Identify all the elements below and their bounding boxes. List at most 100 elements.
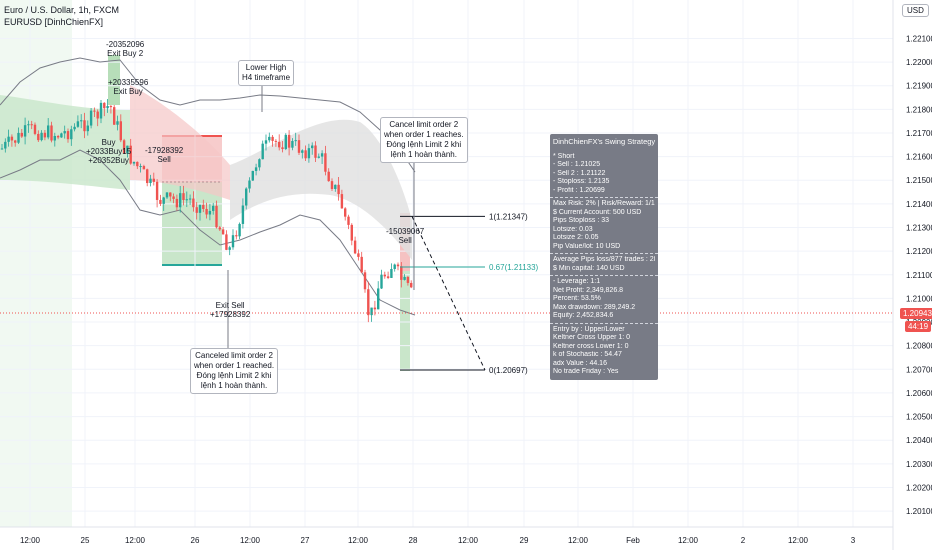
candle-body <box>185 199 188 201</box>
candle-body <box>175 198 179 208</box>
candle-body <box>231 235 235 248</box>
candle-body <box>182 193 185 200</box>
candle-body <box>50 125 53 141</box>
candle-body <box>192 198 195 208</box>
candle-body <box>370 307 373 316</box>
buy-label: Buy +2033Buy15 +20352Buy <box>86 138 132 165</box>
candle-body <box>274 140 278 142</box>
x-tick-label: 3 <box>851 536 856 545</box>
candle-body <box>132 161 136 164</box>
x-tick-label: 12:00 <box>20 536 41 545</box>
cancel-note-top[interactable]: Cancel limit order 2 when order 1 reaches… <box>380 117 468 163</box>
lower-high-note[interactable]: Lower High H4 timeframe <box>238 60 295 86</box>
candle-body <box>10 136 14 141</box>
x-tick-label: 12:00 <box>458 536 479 545</box>
candle-body <box>142 166 146 170</box>
candle-body <box>159 199 162 204</box>
x-tick-label: 26 <box>191 536 200 545</box>
candle-body <box>311 145 314 149</box>
candle-body <box>7 136 10 142</box>
candle-body <box>70 129 73 140</box>
candle-body <box>155 181 159 200</box>
candle-body <box>400 266 403 280</box>
bearish-cloud <box>130 85 230 200</box>
candle-body <box>40 132 43 141</box>
candle-body <box>83 120 86 132</box>
y-tick-label: 1.22100 <box>906 34 932 43</box>
candle-body <box>281 147 284 150</box>
candle-body <box>317 156 320 158</box>
currency-button[interactable]: USD <box>902 4 929 17</box>
y-tick-label: 1.21200 <box>906 247 932 256</box>
candle-body <box>221 229 225 235</box>
x-tick-label: Feb <box>626 536 640 545</box>
y-tick-label: 1.20600 <box>906 389 932 398</box>
candle-body <box>172 196 175 199</box>
indicator-name[interactable]: EURUSD [DinhChienFX] <box>4 17 104 27</box>
candle-body <box>202 204 205 209</box>
cancel-note-bottom[interactable]: Canceled limit order 2 when order 1 reach… <box>190 348 279 394</box>
y-tick-label: 1.20700 <box>906 365 932 374</box>
exit-buy-label: +20335596 Exit Buy <box>108 78 149 96</box>
candle-body <box>357 253 360 257</box>
x-tick-label: 29 <box>520 536 529 545</box>
strategy-panel: DinhChienFX's Swing Strategy * Short - S… <box>550 134 658 380</box>
candle-body <box>218 227 221 230</box>
candle-body <box>165 192 169 198</box>
candle-body <box>179 193 182 208</box>
candle-body <box>188 198 192 200</box>
candle-body <box>301 150 304 153</box>
candle-body <box>20 132 23 137</box>
candle-body <box>261 143 264 160</box>
candle-body <box>337 184 340 195</box>
candle-body <box>291 140 294 148</box>
symbol-title: Euro / U.S. Dollar, 1h, FXCM <box>4 5 120 15</box>
candle-body <box>410 282 413 288</box>
candle-body <box>324 153 327 172</box>
candle-body <box>162 197 165 204</box>
candle-body <box>136 161 139 167</box>
candle-body <box>330 181 334 189</box>
level-label: 0(1.20697) <box>489 366 528 375</box>
candle-body <box>146 169 149 184</box>
x-tick-label: 12:00 <box>788 536 809 545</box>
candle-body <box>245 188 248 206</box>
x-tick-label: 12:00 <box>348 536 369 545</box>
candle-body <box>33 124 37 134</box>
candle-body <box>93 110 96 112</box>
y-tick-label: 1.20200 <box>906 483 932 492</box>
candle-body <box>377 288 380 310</box>
candle-body <box>73 126 76 130</box>
panel-title: DinhChienFX's Swing Strategy <box>552 137 656 146</box>
candle-body <box>99 102 103 119</box>
candle-body <box>264 140 268 144</box>
candle-body <box>60 133 63 138</box>
candle-body <box>89 110 93 126</box>
candle-body <box>53 135 56 141</box>
candle-body <box>228 247 231 250</box>
candle-body <box>47 125 50 138</box>
candle-body <box>27 124 30 126</box>
y-tick-label: 1.21900 <box>906 82 932 91</box>
candle-body <box>396 264 400 267</box>
x-tick-label: 28 <box>409 536 418 545</box>
candle-body <box>363 272 367 290</box>
candle-body <box>198 204 202 213</box>
candle-body <box>23 125 27 137</box>
candle-body <box>350 224 353 241</box>
candle-body <box>241 205 245 224</box>
x-tick-label: 12:00 <box>240 536 261 545</box>
candle-body <box>294 140 297 142</box>
keltner-upper <box>0 57 416 173</box>
neutral-cloud <box>230 119 412 260</box>
candle-body <box>360 256 363 273</box>
candle-body <box>390 269 393 278</box>
candle-body <box>208 210 212 215</box>
y-tick-label: 1.21800 <box>906 105 932 114</box>
candle-body <box>334 184 337 189</box>
candle-body <box>314 145 317 158</box>
x-tick-label: 12:00 <box>678 536 699 545</box>
candle-body <box>14 140 17 143</box>
candle-body <box>17 132 20 143</box>
